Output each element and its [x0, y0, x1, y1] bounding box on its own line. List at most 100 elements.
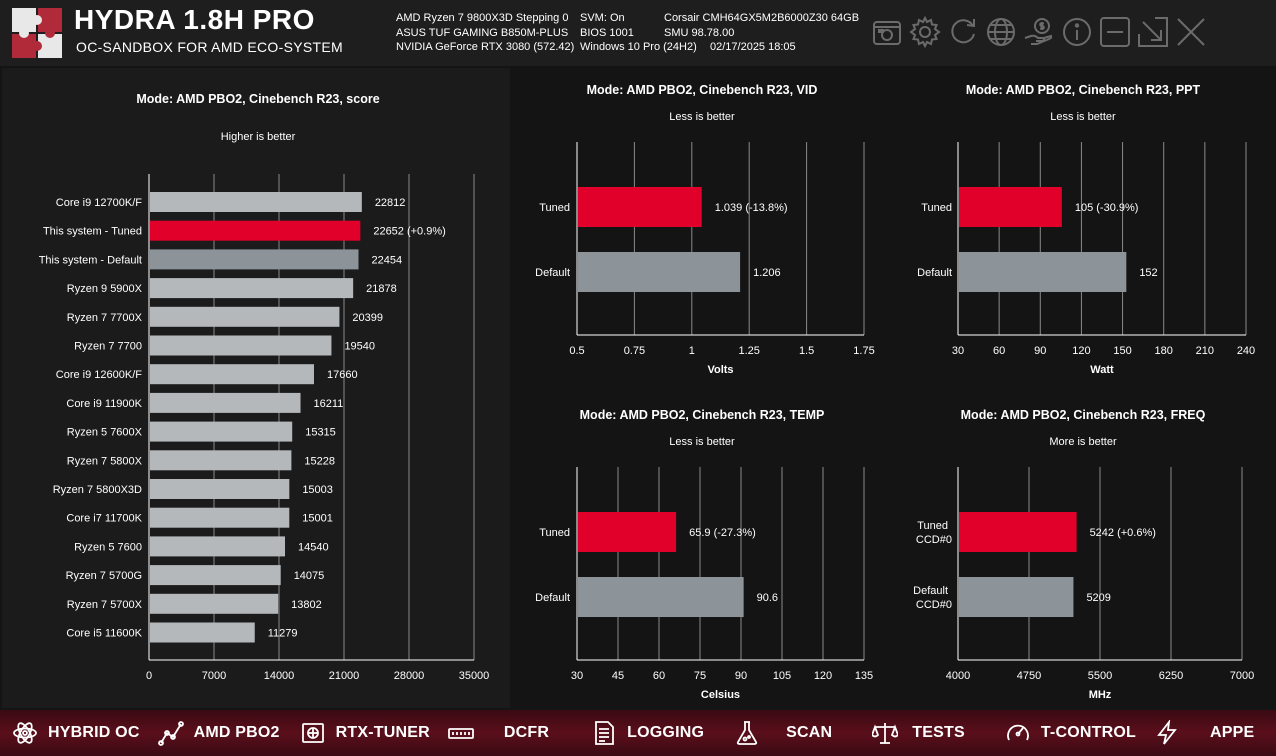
data-label: 21878 — [366, 283, 397, 295]
app-title: HYDRA 1.8H PRO — [74, 4, 315, 35]
tick-label: 1 — [689, 345, 695, 357]
nav-label: DCFR — [503, 724, 550, 741]
nav-label: HYBRID OC — [48, 724, 140, 741]
tick-label: 0 — [146, 670, 152, 682]
tick-label: 90 — [735, 670, 747, 682]
tick-label: 180 — [1155, 345, 1173, 357]
tick-label: 0.5 — [569, 345, 584, 357]
tick-label: 60 — [653, 670, 665, 682]
data-label: 5242 (+0.6%) — [1090, 527, 1156, 539]
tick-label: 240 — [1237, 345, 1255, 357]
document-icon — [595, 721, 615, 745]
category-label: Ryzen 7 5800X3D — [53, 484, 142, 496]
tick-label: 0.75 — [624, 345, 645, 357]
category-label: Default — [535, 592, 570, 604]
puzzle-logo-icon — [12, 8, 62, 58]
nav-hybrid-oc[interactable]: HYBRID OC — [12, 710, 140, 756]
tick-label: 1.75 — [853, 345, 874, 357]
os-info: Windows 10 Pro (24H2) — [580, 41, 697, 53]
axis-label: Celsius — [701, 689, 740, 701]
nav-rtx-tuner[interactable]: RTX-TUNER — [300, 710, 430, 756]
nav-t-control[interactable]: T-CONTROL — [1005, 710, 1136, 756]
collapse-icon[interactable] — [1136, 14, 1169, 50]
tick-label: 150 — [1113, 345, 1131, 357]
axis-label: Watt — [1090, 364, 1114, 376]
axis-label: MHz — [1089, 689, 1112, 701]
gpu-icon — [301, 723, 324, 743]
gear-icon[interactable] — [908, 14, 941, 50]
chart-title: Mode: AMD PBO2, Cinebench R23, score — [136, 92, 379, 106]
bios-info: BIOS 1001 — [580, 26, 634, 39]
nav-logging[interactable]: LOGGING — [591, 710, 704, 756]
bar — [150, 421, 293, 442]
chart-subtitle: Higher is better — [221, 131, 296, 143]
tick-label: 135 — [855, 670, 873, 682]
bar — [150, 622, 255, 643]
bar — [959, 577, 1074, 617]
globe-icon[interactable] — [984, 14, 1017, 50]
chart-subtitle: More is better — [1049, 436, 1117, 448]
nav-amd-pbo2[interactable]: AMD PBO2 — [157, 710, 280, 756]
category-label: Core i7 11700K — [66, 513, 142, 525]
tick-label: 75 — [694, 670, 706, 682]
tick-label: 14000 — [264, 670, 295, 682]
bar — [959, 512, 1077, 552]
data-label: 22812 — [375, 197, 406, 209]
category-label: Ryzen 7 7700X — [67, 312, 143, 324]
category-label: Core i9 11900K — [66, 398, 142, 410]
data-label: 22652 (+0.9%) — [373, 226, 445, 238]
donate-icon[interactable] — [1022, 14, 1055, 50]
header-toolbar — [870, 14, 1207, 50]
atom-icon — [13, 722, 37, 744]
info-icon[interactable] — [1060, 14, 1093, 50]
bar — [150, 335, 332, 356]
bar — [150, 249, 359, 270]
nav-label: T-CONTROL — [1040, 724, 1136, 741]
tick-label: 35000 — [459, 670, 490, 682]
data-label: 1.039 (-13.8%) — [715, 202, 788, 214]
chart-subtitle: Less is better — [669, 436, 735, 448]
nav-appe[interactable]: APPE — [1154, 710, 1254, 756]
refresh-icon[interactable] — [946, 14, 979, 50]
data-label: 15003 — [302, 484, 333, 496]
sysinfo-row: ASUS TUF GAMING B850M-PLUS BIOS 1001 SMU… — [396, 26, 859, 41]
category-label: CCD#0 — [916, 534, 952, 546]
nav-label: AMD PBO2 — [193, 724, 280, 741]
tick-label: 45 — [612, 670, 624, 682]
category-label: Tuned — [921, 202, 952, 214]
close-icon[interactable] — [1174, 14, 1207, 50]
tick-label: 30 — [952, 345, 964, 357]
category-label: CCD#0 — [916, 599, 952, 611]
minimize-icon[interactable] — [1098, 14, 1131, 50]
chart-title: Mode: AMD PBO2, Cinebench R23, PPT — [966, 83, 1201, 97]
tick-label: 7000 — [1230, 670, 1254, 682]
nav-label: SCAN — [786, 724, 833, 741]
category-label: Ryzen 7 5700X — [67, 599, 143, 611]
bar — [150, 479, 290, 499]
data-label: 15001 — [302, 513, 333, 525]
nav-label: RTX-TUNER — [335, 724, 430, 741]
nav-dcfr[interactable]: DCFR — [448, 710, 549, 756]
nav-scan[interactable]: SCAN — [734, 710, 832, 756]
nav-label: TESTS — [912, 724, 965, 741]
category-label: Default — [917, 267, 952, 279]
bar — [578, 187, 702, 227]
scales-icon — [872, 723, 899, 744]
app-subtitle: OC-SANDBOX FOR AMD ECO-SYSTEM — [76, 39, 343, 55]
chart-title: Mode: AMD PBO2, Cinebench R23, VID — [587, 83, 818, 97]
category-label: Default — [913, 585, 948, 597]
data-label: 16211 — [314, 398, 344, 410]
category-label: Core i9 12600K/F — [56, 369, 142, 381]
bar — [150, 364, 314, 385]
system-info: AMD Ryzen 7 9800X3D Stepping 0 SVM: On C… — [396, 11, 859, 55]
screenshot-icon[interactable] — [870, 14, 903, 50]
sysinfo-row: NVIDIA GeForce RTX 3080 (572.42) Windows… — [396, 40, 859, 55]
nav-tests[interactable]: TESTS — [872, 710, 965, 756]
data-label: 105 (-30.9%) — [1075, 202, 1139, 214]
tick-label: 1.5 — [799, 345, 814, 357]
data-label: 65.9 (-27.3%) — [689, 527, 756, 539]
tick-label: 120 — [814, 670, 832, 682]
tick-label: 4750 — [1017, 670, 1041, 682]
tick-label: 210 — [1196, 345, 1214, 357]
bolt-icon — [1157, 720, 1177, 745]
